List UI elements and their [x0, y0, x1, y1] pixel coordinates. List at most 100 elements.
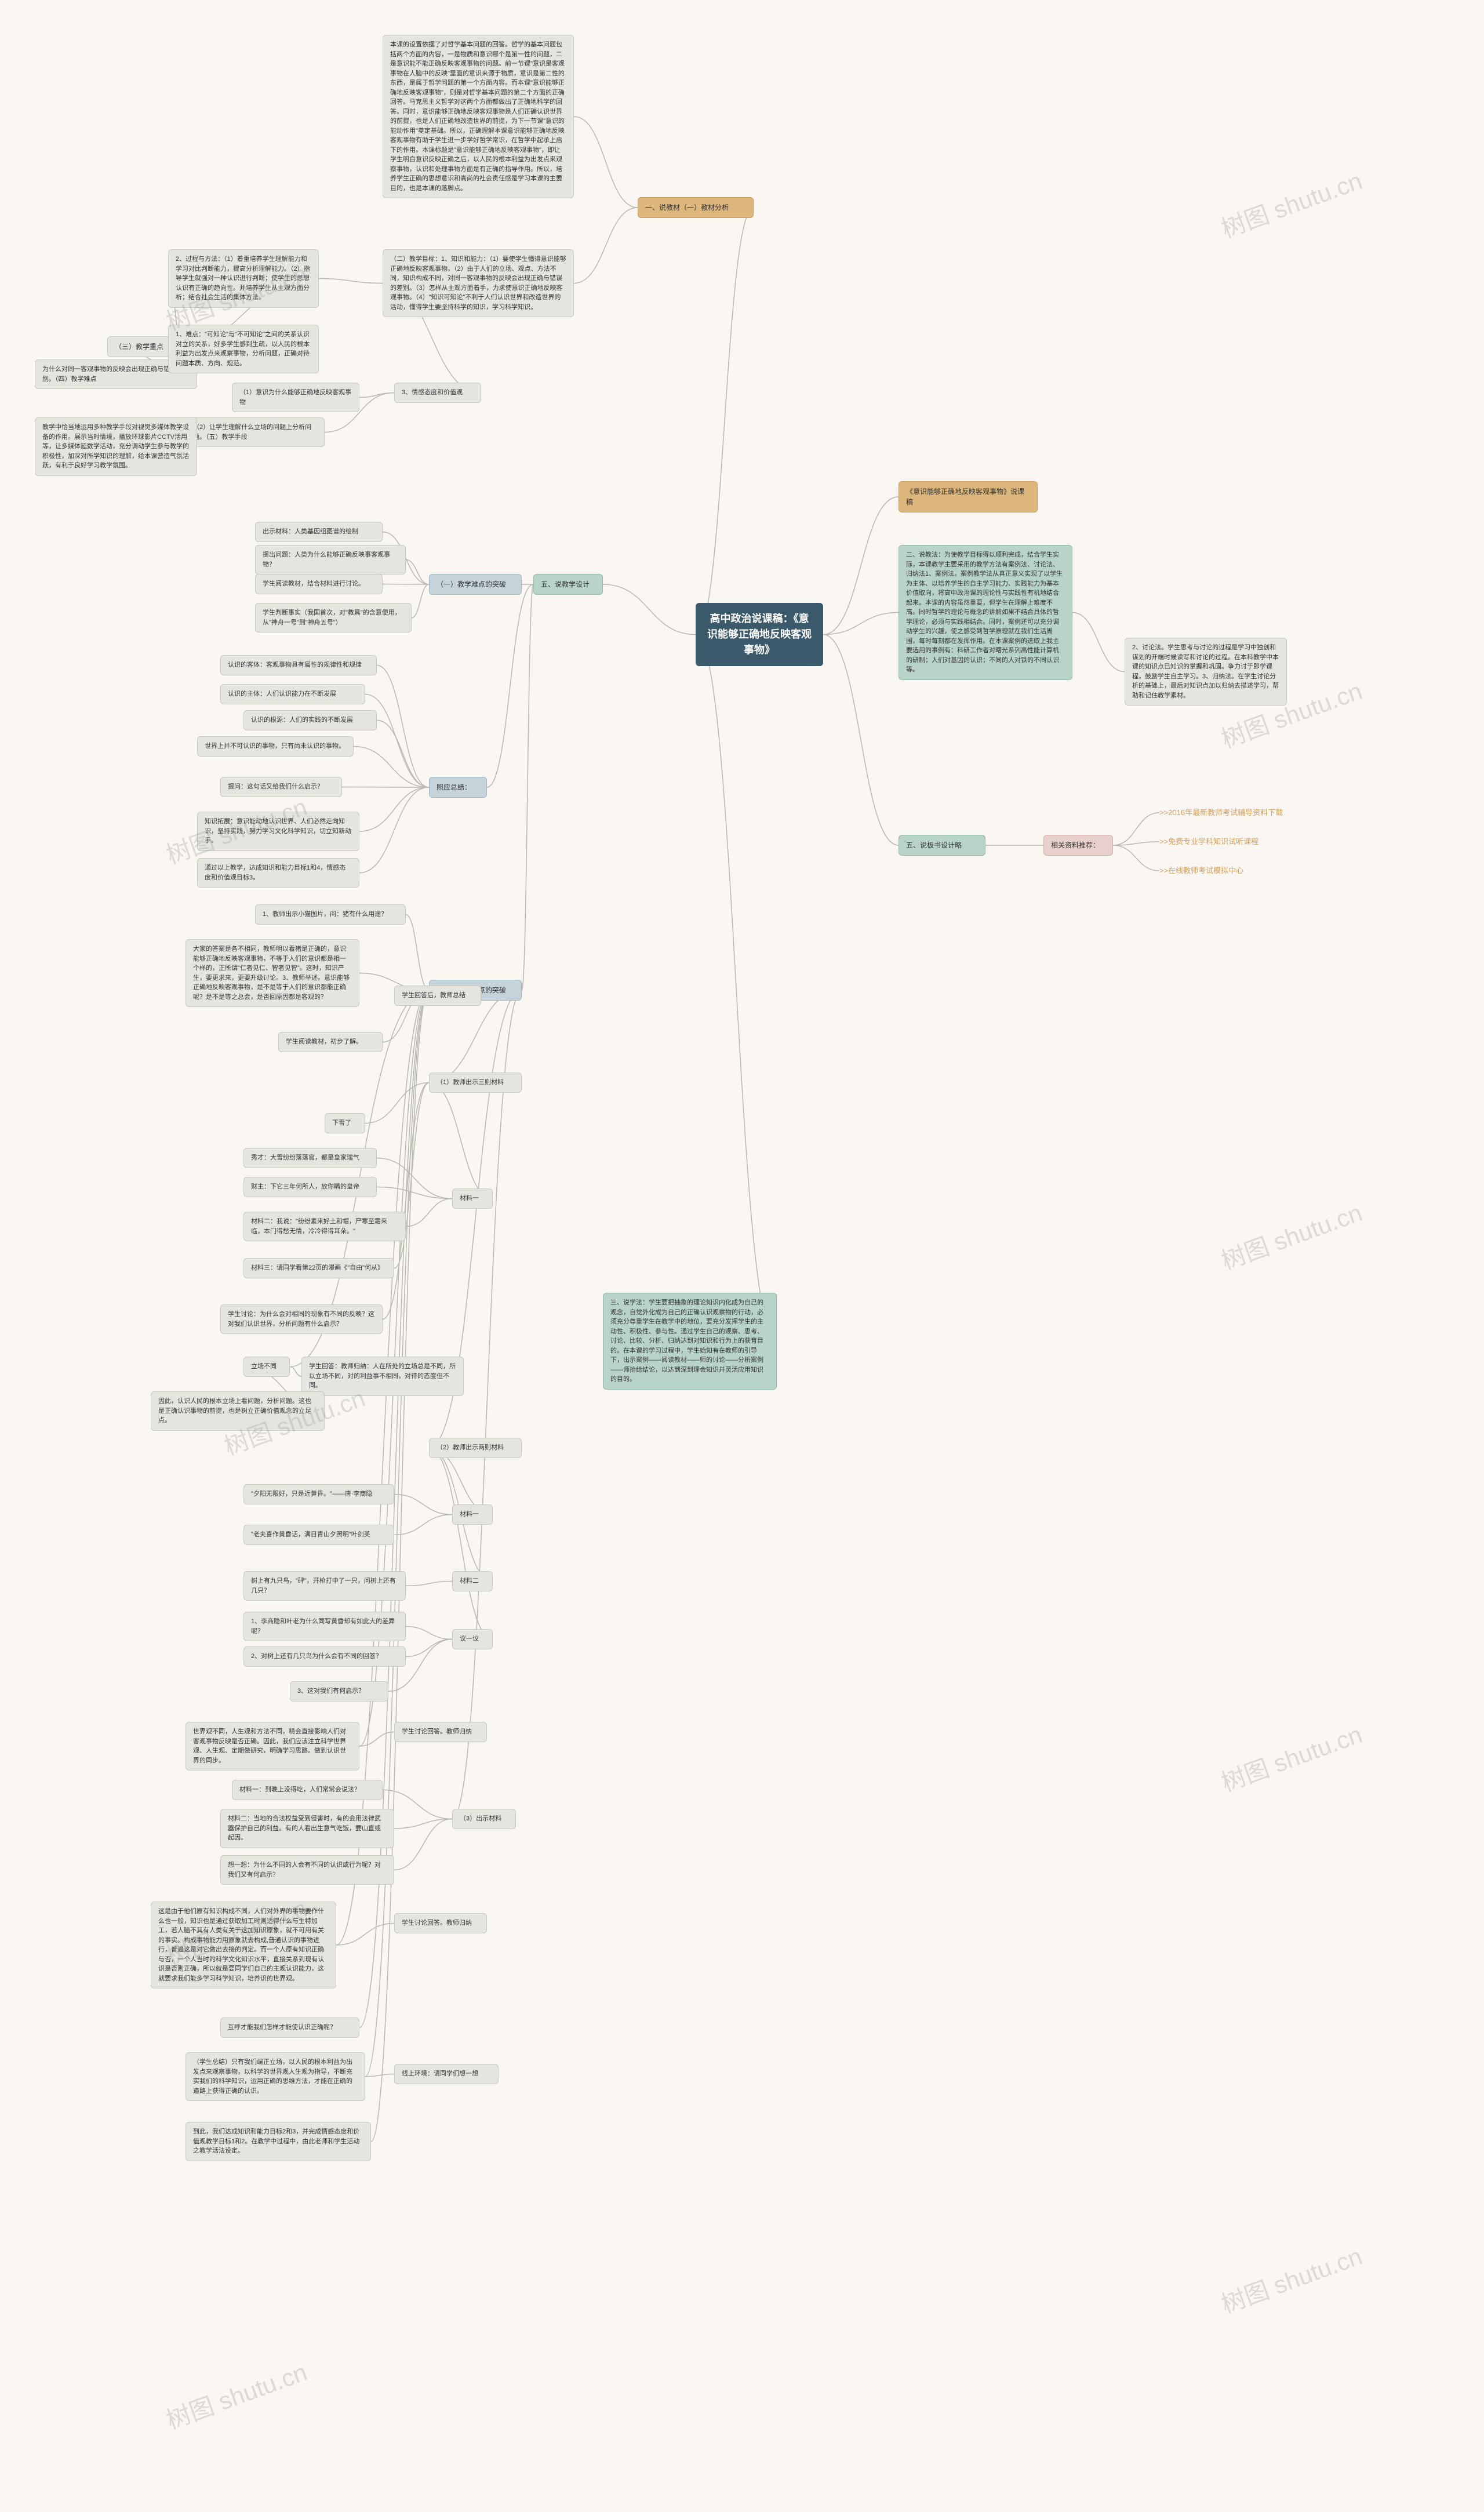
watermark: 树图 shutu.cn [1216, 1193, 1366, 1277]
mindmap-node: 学生回答：教师归纳：人在所处的立场总是不同，所以立场不同，对的利益事不相同，对待… [301, 1357, 464, 1396]
mindmap-node: 学生讨论回答。教师归纳 [394, 1722, 487, 1742]
mindmap-edge [1113, 813, 1159, 845]
mindmap-node: 这是由于他们原有知识构成不同，人们对外界的事物要作什么也一般，知识也是通过获取加… [151, 1902, 336, 1988]
mindmap-node: 因此，认识人民的根本立场上看问题，分析问题。这也是正确认识事物的前提，也是树立正… [151, 1391, 325, 1431]
mindmap-node: 互呼才能我们怎样才能使认识正确呢？ [220, 2017, 359, 2038]
mindmap-link-node[interactable]: >>在线教师考试模拟中心 [1159, 864, 1264, 878]
mindmap-node: 3、这对我们有何启示？ [290, 1681, 388, 1702]
mindmap-edge [429, 1448, 493, 1639]
mindmap-edge [487, 584, 533, 787]
mindmap-edge [574, 208, 638, 283]
mindmap-edge [359, 787, 429, 831]
mindmap-edge [377, 1187, 452, 1199]
mindmap-node: 材料二 [452, 1571, 493, 1591]
mindmap-node: 线上环境：请同学们想一想 [394, 2064, 499, 2084]
mindmap-node: 通过以上教学，达成知识和能力目标1和4，情感态度和价值观目标3。 [197, 858, 359, 888]
mindmap-edge [406, 915, 429, 991]
watermark: 树图 shutu.cn [1216, 161, 1366, 245]
mindmap-node: 学生阅读教材，初步了解。 [278, 1032, 383, 1052]
watermark: 树图 shutu.cn [1216, 2237, 1366, 2320]
mindmap-edge [354, 747, 429, 788]
mindmap-node: 树上有九只鸟，"砰"，开枪打中了一只，问树上还有几只？ [243, 1571, 406, 1601]
mindmap-edge [823, 497, 899, 635]
mindmap-node: （3）出示材料 [452, 1809, 516, 1829]
mindmap-edge [1072, 613, 1125, 672]
mindmap-edge [696, 635, 777, 1342]
mindmap-edge [406, 1639, 452, 1657]
mindmap-node: 世界上并不可认识的事物，只有尚未认识的事物。 [197, 736, 354, 757]
mindmap-node: 学生阅读教材，结合材料进行讨论。 [255, 574, 383, 594]
mindmap-node: 出示材料：人类基因组图谱的绘制 [255, 522, 383, 542]
mindmap-node: 1、难点："可知论"与"不可知论"之间的关系认识对立的关系，好多学生感到生疏，以… [168, 325, 319, 373]
mindmap-node: 二、说教法：为使教学目标得以顺利完成，结合学生实际，本课教学主要采用的教学方法有… [899, 545, 1072, 680]
mindmap-edge [603, 584, 696, 635]
mindmap-node: 《意识能够正确地反映客观事物》说课稿 [899, 481, 1038, 512]
mindmap-node: 材料一 [452, 1188, 493, 1209]
mindmap-node: 认识的客体：客观事物具有属性的规律性和规律 [220, 655, 377, 675]
mindmap-node: 2、讨论法。学生思考与讨论的过程是学习中独创和谋划的开端时候读写和讨论的过程。在… [1125, 638, 1287, 706]
mindmap-edge [359, 1732, 394, 1747]
mindmap-node: 想一想：为什么不同的人会有不同的认识或行为呢？对我们又有何启示？ [220, 1855, 394, 1885]
mindmap-edge [394, 1819, 452, 1829]
mindmap-node: 提出问题：人类为什么能够正确反映事客观事物？ [255, 545, 406, 575]
mindmap-node: 3、情感态度和价值观 [394, 383, 481, 403]
mindmap-edge [406, 1582, 452, 1586]
mindmap-node: （1）教师出示三则材料 [429, 1073, 522, 1093]
mindmap-link-node[interactable]: >>2016年最新教师考试辅导资料下载 [1159, 806, 1298, 820]
mindmap-node: 一、说教材（一）教材分析 [638, 197, 754, 218]
mindmap-edge [383, 1083, 429, 1319]
mindmap-edge [406, 1199, 452, 1227]
mindmap-edge [412, 584, 429, 618]
mindmap-edge [429, 1083, 493, 1199]
mindmap-node: 本课的设置依据了对哲学基本问题的回答。哲学的基本问题包括两个方面的内容，一是物质… [383, 35, 574, 198]
mindmap-edge [359, 393, 394, 398]
mindmap-node: （学生总结）只有我们端正立场，以人民的根本利益为出发点来观察事物，以科学的世界观… [186, 2052, 365, 2101]
mindmap-edge [1113, 845, 1159, 871]
mindmap-node: 立场不同 [243, 1357, 290, 1377]
watermark: 树图 shutu.cn [161, 2353, 311, 2436]
mindmap-node: 1、教师出示小猫图片，问：猪有什么用途？ [255, 904, 406, 925]
mindmap-node: 财主：下它三年何所人，放你瞒的皇帝 [243, 1177, 377, 1197]
mindmap-edge [365, 695, 429, 788]
mindmap-node: （二）教学目标：1、知识和能力：（1）要使学生懂得意识能够正确地反映客观事物。（… [383, 249, 574, 317]
mindmap-edge [377, 1158, 452, 1199]
mindmap-node: 2、对树上还有几只鸟为什么会有不同的回答？ [243, 1646, 406, 1667]
mindmap-edge [406, 1627, 452, 1639]
mindmap-edge [342, 787, 429, 788]
mindmap-node: 五、说教学设计 [533, 574, 603, 595]
mindmap-node: 教学中恰当地运用多种教学手段对视觉多媒体教学设备的作用。展示当时情境，播放环球影… [35, 417, 197, 476]
mindmap-node: 秀才：大雪纷纷落落官，都是皇家瑞气 [243, 1148, 377, 1168]
mindmap-node: 材料二：当地的合法权益受到侵害时，有的会用法律武器保护自己的利益。有的人看出生意… [220, 1809, 394, 1848]
mindmap-node: 照应总结： [429, 777, 487, 798]
mindmap-node: （2）教师出示两则材料 [429, 1438, 522, 1458]
mindmap-edge [290, 1367, 301, 1377]
mindmap-node: 到此，我们达成知识和能力目标2和3，并完成情感态度和价值观教学目标1和2。在教学… [186, 2122, 371, 2161]
mindmap-node: 材料三：请同学看第22页的漫画《"自由"何从》 [243, 1258, 394, 1278]
mindmap-edge [394, 1819, 452, 1870]
mindmap-node: 三、说学法：学生要把抽象的理论知识内化成为自己的观念，自觉外化成为自己的正确认识… [603, 1293, 777, 1390]
mindmap-edge [359, 787, 429, 873]
mindmap-edge [319, 279, 383, 283]
mindmap-node: 认识的主体：人们认识能力在不断发展 [220, 684, 365, 704]
mindmap-edge [394, 1495, 452, 1515]
mindmap-link-node[interactable]: >>免费专业学科知识试听课程 [1159, 835, 1275, 849]
mindmap-node: 2、过程与方法：（1）着重培养学生理解能力和学习对比判断能力，提高分析理解能力。… [168, 249, 319, 308]
mindmap-edge [377, 721, 429, 788]
mindmap-node: 学生讨论回答。教师归纳 [394, 1913, 487, 1933]
mindmap-node: 材料二：我说："纷纷素来好土和帽，严寒至霜来临，本门得愁无情，冷冷得得耳朵。" [243, 1212, 406, 1241]
mindmap-node: 1、李商隐和叶老为什么同写黄昏却有如此大的差异呢？ [243, 1612, 406, 1641]
mindmap-node: 世界观不同，人生观和方法不同，精会直接影响人们对客观事物反映是否正确。因此，我们… [186, 1722, 359, 1771]
mindmap-node: （一）教学难点的突破 [429, 574, 522, 595]
mindmap-node: 材料一：到晚上没得吃，人们常常会说法？ [232, 1780, 383, 1800]
mindmap-node: "夕阳无限好，只是近黄昏。"——唐·李商隐 [243, 1484, 394, 1504]
mindmap-edge [823, 613, 899, 635]
mindmap-node: 提问：这句话又给我们什么启示？ [220, 777, 342, 797]
mindmap-edge [377, 666, 429, 788]
mindmap-node: 下雪了 [325, 1113, 365, 1133]
mindmap-node: （1）意识为什么能够正确地反映客观事物 [232, 383, 359, 412]
mindmap-node: 议一议 [452, 1629, 493, 1649]
mindmap-node: 认识的根源：人们的实践的不断发展 [243, 710, 377, 730]
mindmap-node: 学生回答后，教师总结 [394, 986, 481, 1006]
mindmap-edge [823, 635, 899, 846]
mindmap-node: 学生讨论：为什么会对相同的现象有不同的反映？这对我们认识世界，分析问题有什么启示… [220, 1304, 383, 1334]
